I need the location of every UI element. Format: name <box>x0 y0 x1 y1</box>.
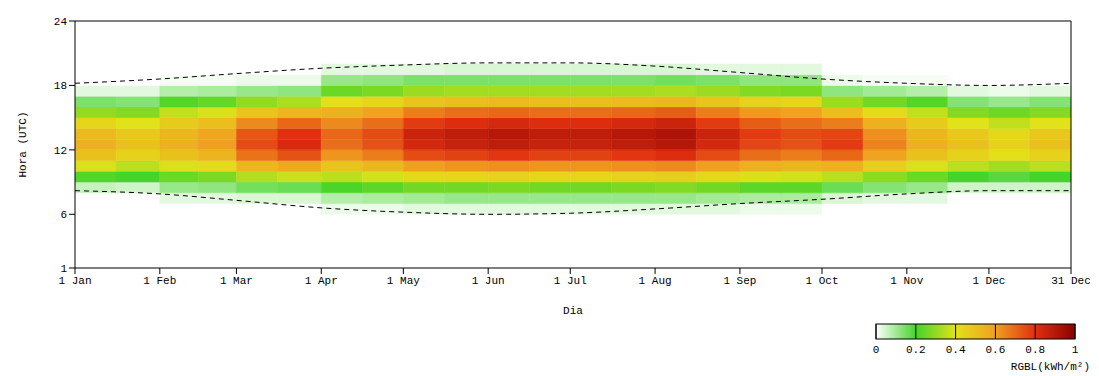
svg-text:Dia: Dia <box>563 305 583 317</box>
svg-text:1: 1 <box>1072 344 1079 356</box>
svg-text:1 Dec: 1 Dec <box>972 275 1005 287</box>
svg-text:24: 24 <box>54 16 68 28</box>
svg-text:1 Aug: 1 Aug <box>639 275 672 287</box>
svg-text:1 May: 1 May <box>387 275 420 287</box>
svg-text:Hora (UTC): Hora (UTC) <box>17 111 29 177</box>
svg-text:1 Jul: 1 Jul <box>554 275 587 287</box>
svg-text:0.2: 0.2 <box>906 344 926 356</box>
svg-text:0.8: 0.8 <box>1025 344 1045 356</box>
svg-text:1 Feb: 1 Feb <box>143 275 176 287</box>
svg-text:1 Jun: 1 Jun <box>472 275 505 287</box>
svg-text:1 Mar: 1 Mar <box>220 275 253 287</box>
svg-text:6: 6 <box>60 209 67 221</box>
svg-text:12: 12 <box>54 145 67 157</box>
svg-text:1 Oct: 1 Oct <box>805 275 838 287</box>
svg-text:0.4: 0.4 <box>946 344 966 356</box>
svg-text:1 Apr: 1 Apr <box>305 275 338 287</box>
svg-text:18: 18 <box>54 80 67 92</box>
svg-text:0: 0 <box>873 344 880 356</box>
svg-text:RGBL(kWh/m²): RGBL(kWh/m²) <box>1011 361 1090 373</box>
svg-text:31 Dec: 31 Dec <box>1051 275 1091 287</box>
svg-text:1 Nov: 1 Nov <box>890 275 923 287</box>
svg-text:1 Jan: 1 Jan <box>58 275 91 287</box>
svg-text:1 Sep: 1 Sep <box>723 275 756 287</box>
svg-text:0.6: 0.6 <box>985 344 1005 356</box>
svg-text:1: 1 <box>60 263 67 275</box>
